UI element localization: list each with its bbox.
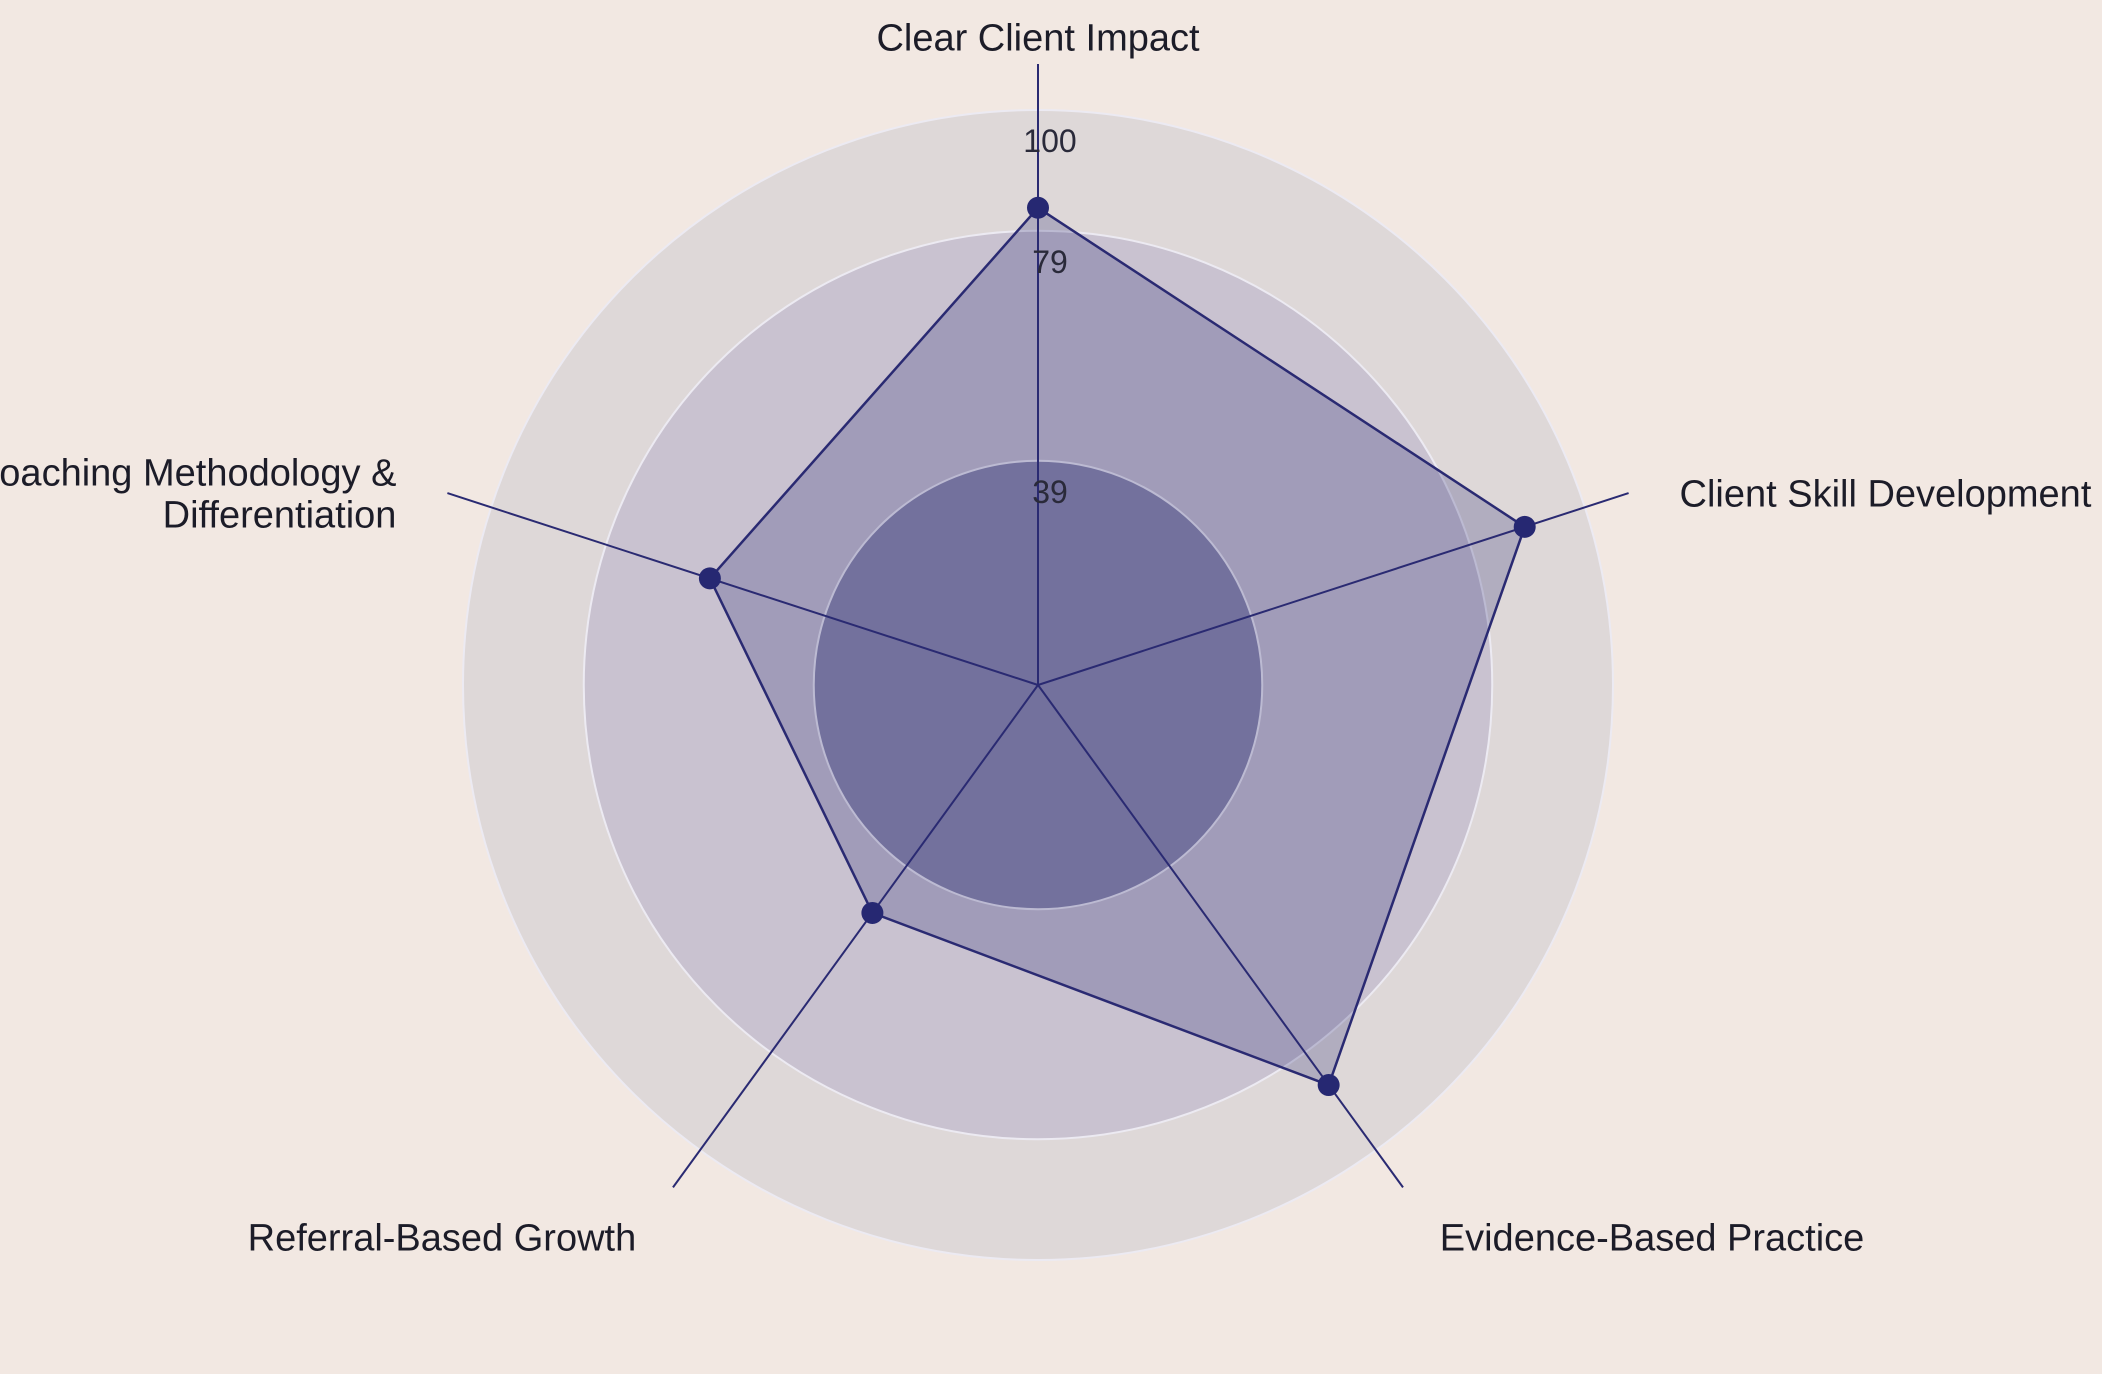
radar-data-point bbox=[698, 567, 721, 590]
radar-axis-label: Evidence-Based Practice bbox=[1440, 1218, 1865, 1260]
radar-axis-label: Referral-Based Growth bbox=[248, 1218, 637, 1260]
radar-data-point bbox=[1027, 196, 1049, 219]
radar-axis-label: Coaching Methodology & Differentiation bbox=[0, 453, 396, 537]
radar-data-point bbox=[861, 901, 884, 924]
radar-axis-label-line: Coaching Methodology & bbox=[0, 453, 396, 495]
radar-spoke bbox=[447, 492, 1039, 686]
radar-axis-label-line: Referral-Based Growth bbox=[248, 1218, 637, 1260]
radar-ring-labels: 39 79 100 bbox=[1023, 123, 1076, 510]
radar-axis-labels: Clear Client Impact Client Skill Developm… bbox=[0, 18, 2092, 1260]
radar-series-area bbox=[708, 206, 1527, 1087]
radar-markers bbox=[698, 196, 1536, 1097]
radar-ring-tick-label: 79 bbox=[1032, 244, 1068, 280]
radar-ring-tick-label: 100 bbox=[1023, 123, 1076, 159]
radar-ring-tick-label: 39 bbox=[1032, 474, 1068, 510]
radar-spoke bbox=[1037, 684, 1404, 1188]
radar-axis-label-line: Evidence-Based Practice bbox=[1440, 1218, 1865, 1260]
radar-spoke bbox=[672, 684, 1039, 1188]
radar-axis-label-line: Client Skill Development bbox=[1680, 474, 2092, 516]
radar-axis-label-line: Differentiation bbox=[163, 495, 397, 537]
radar-data-point bbox=[1317, 1074, 1340, 1097]
radar-axis-label-line: Clear Client Impact bbox=[876, 18, 1200, 60]
radar-axis-label: Client Skill Development bbox=[1680, 474, 2092, 516]
radar-data-point bbox=[1513, 515, 1536, 538]
radar-spokes bbox=[447, 64, 1629, 1188]
radar-area bbox=[708, 206, 1527, 1087]
radar-axis-label: Clear Client Impact bbox=[876, 18, 1200, 60]
